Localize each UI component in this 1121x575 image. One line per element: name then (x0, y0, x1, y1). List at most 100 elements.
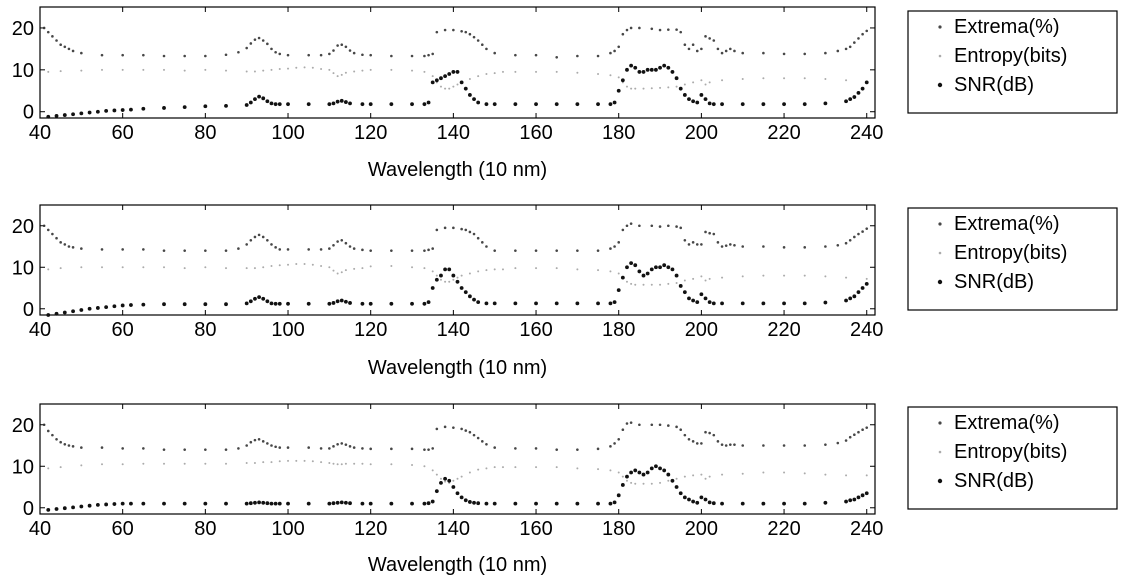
data-point (273, 301, 278, 306)
data-point (704, 477, 707, 480)
data-point (460, 29, 463, 33)
data-point (249, 42, 253, 45)
data-point (861, 230, 864, 233)
x-tick-label: 100 (271, 518, 304, 540)
data-point (278, 264, 281, 267)
data-point (534, 53, 538, 57)
data-point (864, 491, 869, 496)
data-point (762, 444, 765, 447)
data-point (311, 460, 314, 463)
legend-label: Extrema(%) (954, 213, 1060, 235)
data-point (721, 473, 724, 476)
data-point (691, 43, 695, 46)
data-point (274, 50, 277, 54)
data-point (633, 263, 638, 268)
x-axis-label: Wavelength (10 nm) (368, 554, 547, 575)
data-point (535, 466, 538, 469)
data-point (224, 302, 228, 307)
data-point (848, 97, 853, 102)
data-point (340, 238, 344, 242)
data-point (348, 301, 352, 305)
data-point (782, 246, 786, 249)
data-point (658, 65, 662, 70)
data-point (307, 446, 310, 449)
data-point (183, 54, 186, 58)
data-point (348, 101, 352, 106)
data-point (389, 501, 394, 506)
data-point (303, 262, 306, 265)
data-point (848, 45, 852, 49)
plot-area (39, 403, 876, 515)
data-point (659, 481, 662, 484)
x-tick-label: 60 (112, 518, 134, 540)
data-point (343, 500, 348, 505)
data-point (452, 226, 455, 230)
data-point (120, 108, 125, 112)
data-point (411, 266, 414, 269)
data-point (270, 265, 273, 268)
data-point (59, 440, 62, 444)
data-point (575, 102, 580, 107)
data-point (447, 72, 452, 76)
data-point (638, 423, 641, 427)
data-point (257, 500, 261, 505)
data-point (823, 500, 828, 505)
data-point (224, 103, 228, 108)
data-point (641, 273, 646, 278)
data-point (865, 227, 869, 230)
data-point (836, 243, 840, 247)
data-point (101, 463, 104, 466)
data-point (183, 249, 186, 252)
data-point (629, 470, 634, 475)
data-point (244, 501, 249, 506)
data-point (707, 300, 712, 305)
data-point (576, 54, 579, 58)
data-point (434, 489, 439, 494)
x-tick-label: 180 (602, 518, 635, 540)
data-point (666, 265, 671, 270)
data-point (654, 265, 658, 270)
data-point (554, 301, 559, 306)
data-point (451, 70, 456, 74)
data-point (625, 265, 629, 270)
data-point (703, 497, 708, 502)
data-point (695, 442, 699, 445)
data-point (95, 502, 100, 507)
data-point (534, 102, 538, 107)
data-point (675, 477, 678, 480)
data-point (712, 39, 716, 42)
data-point (183, 267, 186, 270)
data-point (861, 32, 864, 36)
data-point (459, 286, 464, 290)
data-point (650, 482, 653, 485)
data-point (501, 466, 504, 469)
data-point (443, 226, 447, 230)
data-point (707, 500, 712, 505)
data-point (576, 467, 579, 470)
data-point (666, 65, 671, 70)
data-point (59, 241, 62, 244)
data-point (687, 437, 691, 441)
data-point (443, 28, 447, 32)
data-point (320, 461, 323, 464)
data-point (435, 30, 439, 34)
data-point (845, 79, 848, 82)
data-point (286, 501, 290, 506)
data-point (658, 265, 662, 270)
data-point (249, 440, 253, 444)
data-point (51, 433, 54, 437)
data-point (608, 301, 613, 306)
x-tick-label: 60 (112, 319, 134, 341)
data-point (682, 290, 687, 295)
data-point (741, 275, 744, 278)
data-point (667, 86, 670, 89)
data-point (332, 462, 335, 465)
y-tick-label: 0 (23, 498, 34, 520)
data-point (129, 107, 133, 112)
data-point (802, 501, 807, 506)
data-point (845, 276, 848, 279)
data-point (683, 83, 686, 86)
data-point (332, 269, 335, 272)
data-point (848, 238, 852, 242)
data-point (514, 70, 517, 73)
